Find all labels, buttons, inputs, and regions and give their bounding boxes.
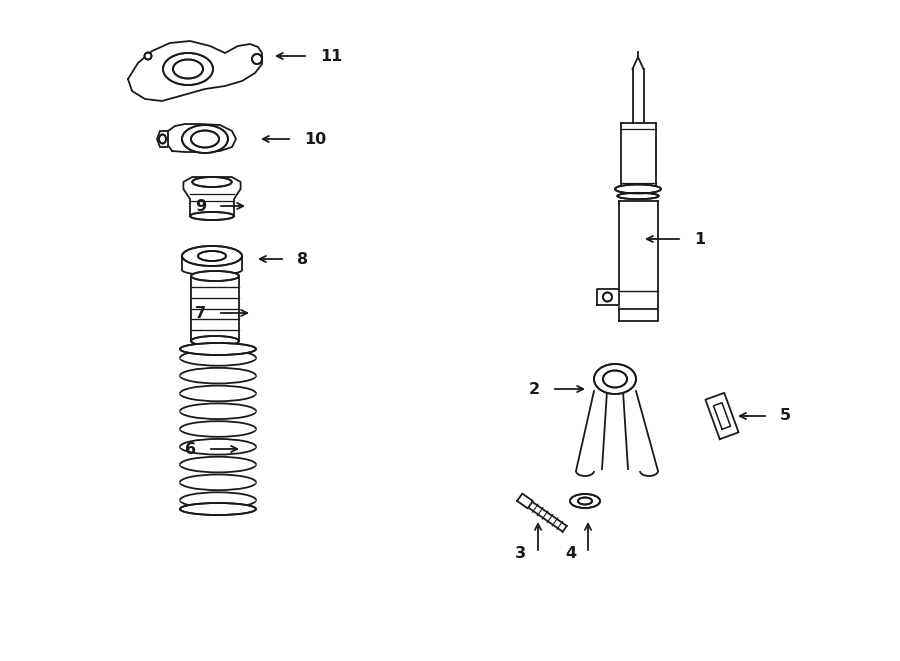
Ellipse shape (190, 212, 234, 220)
Polygon shape (528, 502, 567, 531)
Ellipse shape (180, 496, 256, 504)
Ellipse shape (191, 271, 239, 281)
Text: 9: 9 (195, 198, 206, 214)
Text: 8: 8 (297, 251, 308, 266)
Ellipse shape (252, 54, 262, 64)
Ellipse shape (180, 442, 256, 451)
Ellipse shape (191, 130, 219, 147)
Ellipse shape (145, 52, 151, 59)
Polygon shape (618, 201, 658, 309)
Ellipse shape (180, 371, 256, 380)
Text: 4: 4 (565, 545, 576, 561)
Polygon shape (128, 41, 262, 101)
Ellipse shape (180, 354, 256, 362)
Ellipse shape (615, 184, 661, 194)
Ellipse shape (180, 503, 256, 515)
Ellipse shape (570, 494, 600, 508)
Text: 6: 6 (184, 442, 196, 457)
Text: 7: 7 (195, 305, 206, 321)
Ellipse shape (578, 498, 592, 504)
Polygon shape (633, 69, 643, 123)
Ellipse shape (163, 53, 213, 85)
Polygon shape (165, 124, 236, 152)
Text: 2: 2 (529, 381, 540, 397)
Ellipse shape (182, 125, 228, 153)
Ellipse shape (173, 59, 203, 79)
Ellipse shape (182, 246, 242, 266)
Text: 11: 11 (320, 48, 342, 63)
Polygon shape (157, 131, 168, 147)
Ellipse shape (180, 424, 256, 434)
Text: 10: 10 (304, 132, 326, 147)
Polygon shape (184, 177, 240, 216)
Ellipse shape (180, 460, 256, 469)
Polygon shape (620, 123, 655, 189)
Ellipse shape (603, 371, 627, 387)
Polygon shape (618, 309, 658, 321)
Ellipse shape (191, 336, 239, 346)
Polygon shape (714, 403, 731, 429)
Ellipse shape (617, 193, 659, 199)
Polygon shape (706, 393, 739, 439)
Ellipse shape (180, 407, 256, 416)
Polygon shape (191, 276, 239, 341)
Ellipse shape (180, 478, 256, 486)
Ellipse shape (180, 389, 256, 398)
Ellipse shape (198, 251, 226, 261)
Ellipse shape (180, 343, 256, 355)
Ellipse shape (159, 134, 166, 143)
Polygon shape (602, 391, 628, 469)
Polygon shape (597, 289, 618, 305)
Text: 1: 1 (694, 231, 705, 247)
Polygon shape (518, 494, 533, 508)
Ellipse shape (193, 177, 232, 187)
Ellipse shape (603, 293, 612, 301)
Ellipse shape (594, 364, 636, 394)
Text: 5: 5 (780, 408, 791, 424)
Text: 3: 3 (515, 545, 526, 561)
